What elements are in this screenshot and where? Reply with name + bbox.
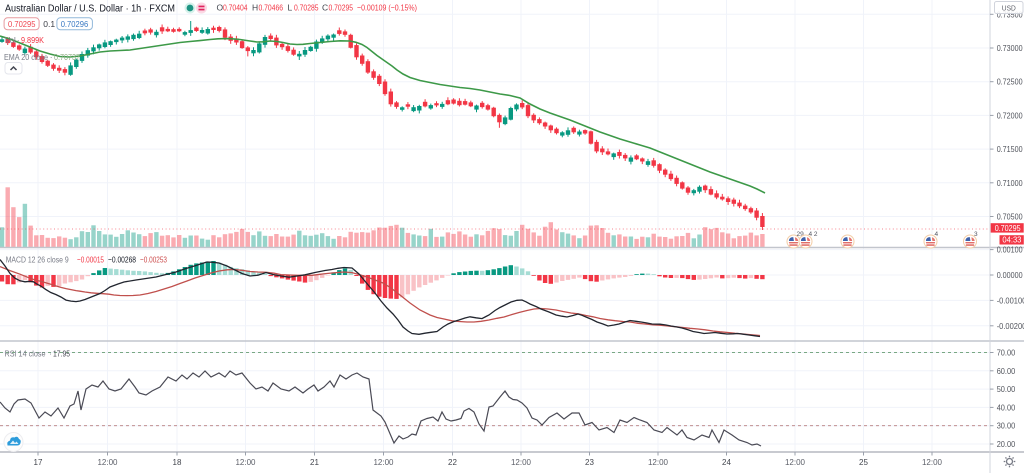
svg-text:0.70404: 0.70404 — [223, 3, 248, 13]
svg-text:30.00: 30.00 — [997, 421, 1016, 431]
svg-text:−0.00268: −0.00268 — [108, 255, 136, 265]
svg-text:0.71000: 0.71000 — [997, 178, 1023, 188]
svg-text:40.00: 40.00 — [997, 402, 1016, 412]
svg-text:9.899K: 9.899K — [21, 35, 44, 45]
svg-text:0.73000: 0.73000 — [997, 43, 1023, 53]
svg-text:21: 21 — [310, 458, 319, 467]
svg-text:0.70296: 0.70296 — [61, 19, 89, 29]
svg-text:0.73500: 0.73500 — [997, 9, 1023, 19]
svg-text:17: 17 — [34, 458, 43, 467]
svg-text:12:00: 12:00 — [97, 458, 118, 467]
svg-text:04:33: 04:33 — [1002, 236, 1022, 245]
svg-text:·: · — [49, 349, 52, 359]
svg-text:0.00100: 0.00100 — [997, 245, 1023, 255]
svg-text:70.00: 70.00 — [997, 348, 1016, 358]
svg-text:-0.00100: -0.00100 — [997, 295, 1024, 305]
svg-text:29: 29 — [797, 231, 805, 238]
svg-text:4: 4 — [935, 231, 939, 238]
svg-text:·: · — [17, 35, 20, 45]
svg-text:4 2: 4 2 — [809, 231, 818, 238]
svg-text:22: 22 — [448, 458, 457, 467]
svg-text:0.70295: 0.70295 — [329, 3, 354, 13]
svg-text:0.70285: 0.70285 — [294, 3, 319, 13]
svg-text:0.70466: 0.70466 — [259, 3, 284, 13]
svg-text:−0.00015: −0.00015 — [77, 255, 104, 265]
svg-text:C: C — [322, 3, 328, 13]
svg-text:−0.00253: −0.00253 — [140, 255, 167, 265]
svg-text:12:00: 12:00 — [785, 458, 806, 467]
svg-text:RSI 14 close: RSI 14 close — [5, 349, 46, 359]
svg-text:Vol: Vol — [5, 35, 16, 45]
svg-text:50.00: 50.00 — [997, 384, 1016, 394]
svg-text:0.72500: 0.72500 — [997, 77, 1023, 87]
svg-text:25: 25 — [859, 458, 868, 467]
svg-text:0.70737: 0.70737 — [54, 52, 80, 62]
svg-text:12:00: 12:00 — [922, 458, 943, 467]
svg-text:3: 3 — [974, 231, 978, 238]
svg-text:0.70500: 0.70500 — [997, 212, 1023, 222]
svg-text:12:00: 12:00 — [511, 458, 532, 467]
svg-text:O: O — [217, 3, 224, 13]
svg-text:0.71500: 0.71500 — [997, 144, 1023, 154]
svg-text:60.00: 60.00 — [997, 366, 1016, 376]
svg-text:·: · — [50, 52, 53, 62]
svg-text:24: 24 — [722, 458, 731, 467]
svg-text:0.00000: 0.00000 — [997, 270, 1023, 280]
svg-text:L: L — [288, 3, 293, 13]
svg-text:23: 23 — [585, 458, 594, 467]
svg-text:0.70295: 0.70295 — [995, 224, 1021, 233]
svg-text:0.72000: 0.72000 — [997, 110, 1023, 120]
svg-text:H: H — [252, 3, 258, 13]
svg-text:20.00: 20.00 — [997, 439, 1016, 449]
svg-text:12:00: 12:00 — [373, 458, 394, 467]
svg-text:−0.00109 (−0.15%): −0.00109 (−0.15%) — [357, 3, 417, 13]
svg-text:18: 18 — [173, 458, 182, 467]
svg-text:EMA 20 close: EMA 20 close — [4, 52, 48, 62]
svg-text:Australian Dollar / U.S. Dolla: Australian Dollar / U.S. Dollar · 1h · F… — [5, 4, 175, 15]
svg-text:USD: USD — [1002, 6, 1016, 13]
svg-text:MACD 12 26 close 9: MACD 12 26 close 9 — [6, 255, 69, 265]
svg-text:12:00: 12:00 — [648, 458, 669, 467]
svg-text:0.1: 0.1 — [43, 19, 55, 29]
svg-text:17.95: 17.95 — [53, 349, 70, 359]
svg-text:-0.00200: -0.00200 — [997, 321, 1024, 331]
svg-text:0.70295: 0.70295 — [8, 19, 36, 29]
svg-text:12:00: 12:00 — [235, 458, 256, 467]
